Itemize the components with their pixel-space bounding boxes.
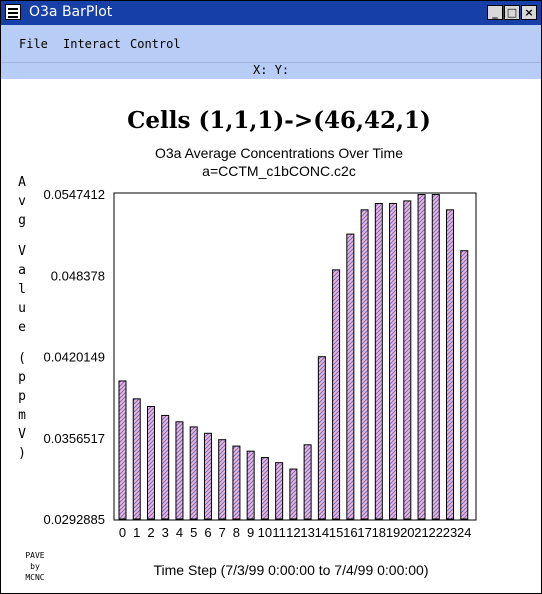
x-tick-label: 15 xyxy=(329,525,343,540)
bar xyxy=(189,426,198,520)
x-tick-label: 16 xyxy=(343,525,357,540)
bar xyxy=(232,445,241,520)
bars xyxy=(118,194,469,520)
bar xyxy=(360,209,369,520)
window-title: O3a BarPlot xyxy=(29,4,113,20)
bar xyxy=(203,432,212,520)
y-axis-label-char: a xyxy=(18,263,26,278)
y-tick-label: 0.0547412 xyxy=(44,187,105,202)
y-tick-label: 0.0356517 xyxy=(44,431,105,446)
minimize-icon[interactable]: _ xyxy=(487,5,503,20)
bar xyxy=(403,200,412,520)
x-axis-label: Time Step (7/3/99 0:00:00 to 7/4/99 0:00… xyxy=(154,562,429,578)
bar xyxy=(289,468,298,520)
bar xyxy=(175,421,184,520)
x-tick-label: 1 xyxy=(133,525,140,540)
x-tick-label: 8 xyxy=(233,525,240,540)
x-tick-label: 12 xyxy=(286,525,300,540)
maximize-icon[interactable]: □ xyxy=(504,5,520,20)
bar xyxy=(431,194,440,520)
credit-line: by xyxy=(30,562,40,571)
bar-plot[interactable]: Cells (1,1,1)->(46,42,1) O3a Average Con… xyxy=(1,81,541,593)
bar xyxy=(303,444,312,520)
close-icon[interactable]: × xyxy=(521,5,537,20)
x-tick-label: 6 xyxy=(204,525,211,540)
x-axis-ticks: 0 1 2 3 4 5 6 7 8 9 10 11 12 13 14 15 16 17 18 19 20 21 22 23 24 xyxy=(119,525,472,540)
bar xyxy=(246,450,255,520)
bar xyxy=(146,405,155,520)
y-axis-label-char: e xyxy=(18,320,26,335)
x-tick-label: 20 xyxy=(400,525,414,540)
x-tick-label: 13 xyxy=(300,525,314,540)
bar xyxy=(218,439,227,520)
bar xyxy=(161,414,170,520)
x-tick-label: 7 xyxy=(219,525,226,540)
y-axis-label-char: p xyxy=(18,389,26,404)
credit-line: PAVE xyxy=(25,551,44,560)
bar xyxy=(118,380,127,520)
y-axis-label-char: l xyxy=(18,282,26,297)
chart-subtitle: a=CCTM_c1bCONC.c2c xyxy=(202,163,356,179)
x-tick-label: 23 xyxy=(443,525,457,540)
x-tick-label: 22 xyxy=(429,525,443,540)
y-tick-label: 0.0420149 xyxy=(44,350,105,365)
x-tick-label: 10 xyxy=(258,525,272,540)
y-tick-label: 0.0292885 xyxy=(44,512,105,527)
bar xyxy=(260,457,269,520)
y-axis-label-char: V xyxy=(18,427,26,442)
window-menu-icon[interactable] xyxy=(5,4,21,20)
x-tick-label: 4 xyxy=(176,525,183,540)
chart-title: O3a Average Concentrations Over Time xyxy=(155,145,403,161)
bar xyxy=(460,250,469,520)
menu-bar: File Interact Control xyxy=(1,25,541,63)
x-tick-label: 11 xyxy=(272,525,286,540)
credit: PAVE by MCNC xyxy=(25,551,44,582)
y-axis-label-char: p xyxy=(18,370,26,385)
plot-frame xyxy=(113,192,477,521)
bar xyxy=(389,202,398,520)
x-tick-label: 14 xyxy=(315,525,329,540)
x-tick-label: 17 xyxy=(357,525,371,540)
y-axis-label-char: V xyxy=(18,244,26,259)
y-axis-label-char: ( xyxy=(18,351,26,366)
y-axis-ticks: 0.0547412 0.048378 0.0420149 0.0356517 0.029… xyxy=(44,187,105,527)
x-tick-label: 24 xyxy=(457,525,471,540)
menu-interact[interactable]: Interact xyxy=(63,37,121,51)
x-tick-label: 19 xyxy=(386,525,400,540)
bar xyxy=(374,202,383,520)
y-axis-label-char: ) xyxy=(18,446,26,461)
menu-control[interactable]: Control xyxy=(130,37,181,51)
y-coordinate-label: Y: xyxy=(274,63,290,77)
bar xyxy=(332,269,341,520)
x-tick-label: 0 xyxy=(119,525,126,540)
bar xyxy=(417,194,426,520)
x-tick-label: 3 xyxy=(162,525,169,540)
bar xyxy=(132,398,141,520)
x-coordinate-label: X: xyxy=(253,63,268,77)
menu-file[interactable]: File xyxy=(19,37,48,51)
x-tick-label: 5 xyxy=(190,525,197,540)
y-tick-label: 0.048378 xyxy=(51,268,105,283)
y-axis-label-char: v xyxy=(18,194,26,209)
bar xyxy=(346,233,355,520)
x-tick-label: 21 xyxy=(414,525,428,540)
title-bar[interactable]: O3a BarPlot _ □ × xyxy=(1,1,541,25)
y-axis-label-char: A xyxy=(18,175,26,190)
bar xyxy=(317,356,326,520)
y-axis-label-char: g xyxy=(18,213,26,228)
x-tick-label: 18 xyxy=(372,525,386,540)
bar xyxy=(446,209,455,520)
coordinate-bar: X: Y: xyxy=(1,63,541,79)
credit-line: MCNC xyxy=(25,573,44,582)
x-tick-label: 2 xyxy=(147,525,154,540)
y-axis-label-char: m xyxy=(18,408,26,423)
bar xyxy=(275,462,284,520)
x-tick-label: 9 xyxy=(247,525,254,540)
y-axis-label-char: u xyxy=(18,301,26,316)
plot-heading: Cells (1,1,1)->(46,42,1) xyxy=(127,107,431,134)
